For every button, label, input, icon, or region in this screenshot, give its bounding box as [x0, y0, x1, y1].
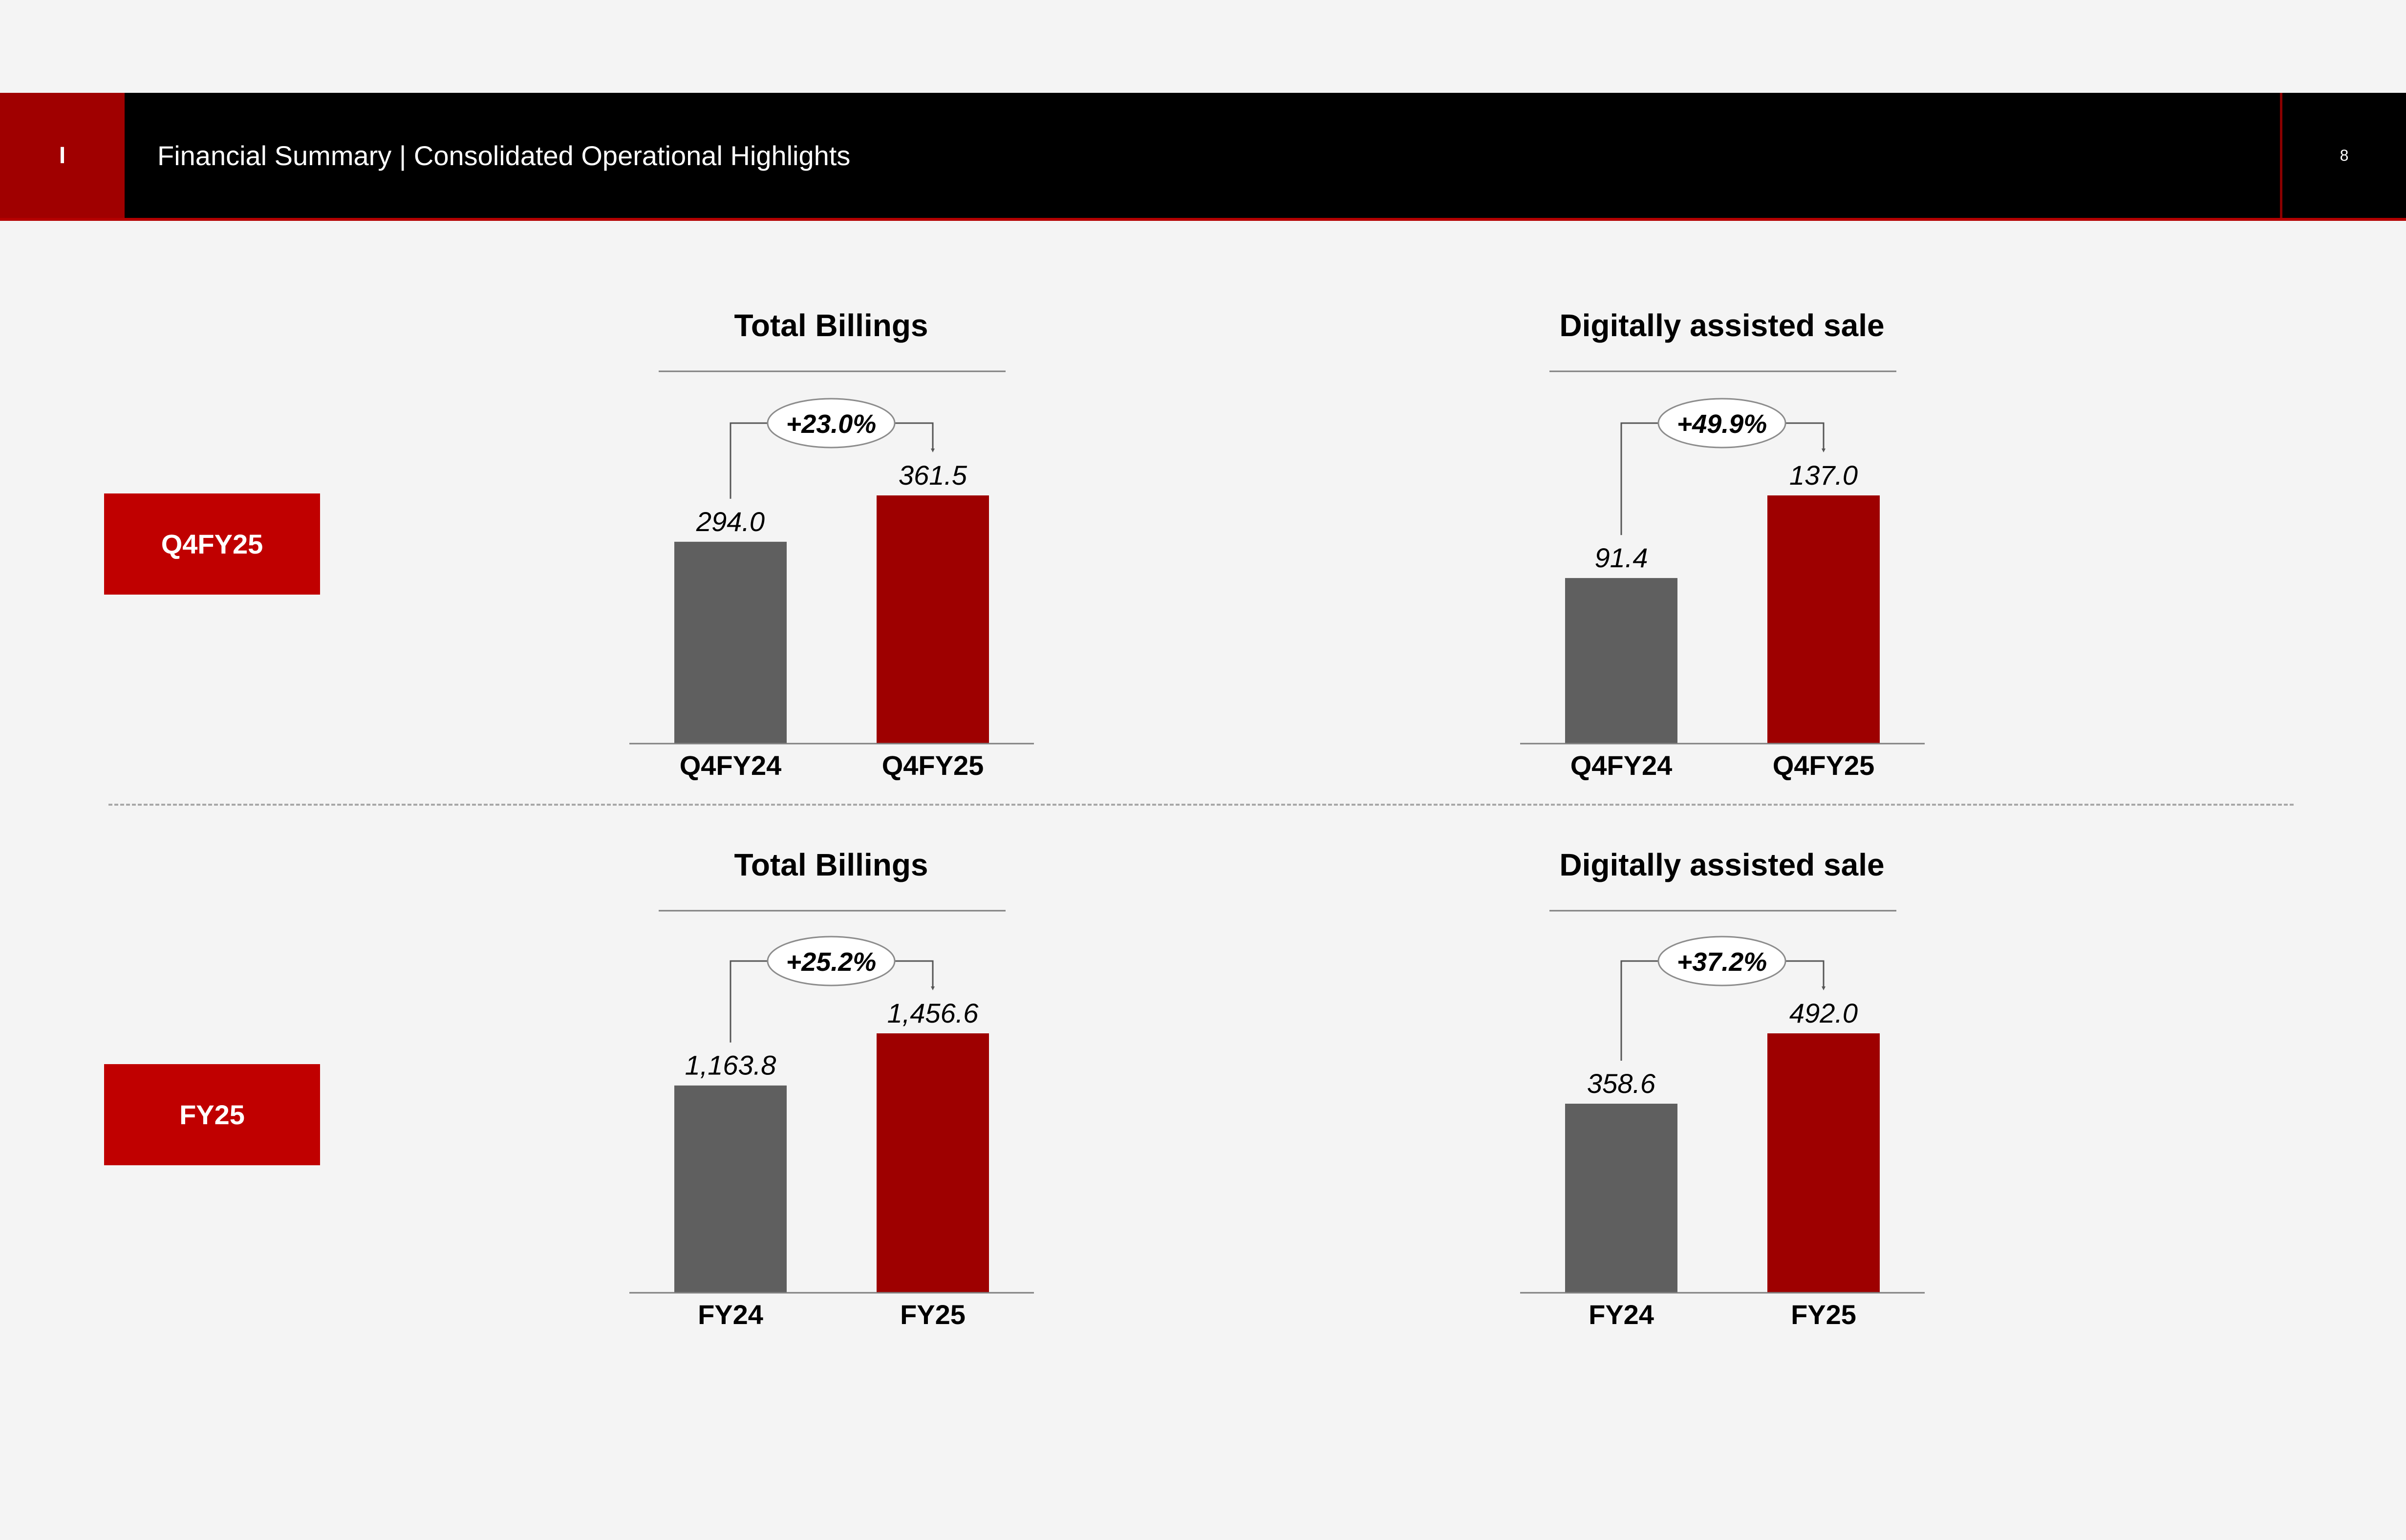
value-label-current: 1,456.6 — [887, 998, 979, 1028]
section-marker: I — [0, 93, 125, 218]
bar-current — [877, 495, 989, 744]
growth-connector-left — [730, 960, 768, 1043]
growth-connector-left — [730, 422, 768, 499]
value-label-current: 137.0 — [1789, 460, 1858, 491]
page-title: Financial Summary | Consolidated Operati… — [157, 140, 851, 171]
category-label-current: FY25 — [1791, 1299, 1856, 1330]
category-label-prior: FY24 — [1589, 1299, 1654, 1330]
bar-current — [877, 1033, 989, 1293]
growth-connector-right — [1785, 960, 1826, 990]
bar-prior — [674, 1085, 787, 1293]
bar-prior — [674, 541, 787, 744]
chart-title: Total Billings — [734, 308, 928, 343]
bar-prior — [1565, 1103, 1677, 1293]
growth-connector-left — [1620, 960, 1658, 1061]
chart-title: Total Billings — [734, 847, 928, 882]
row-divider — [108, 804, 2294, 806]
bar-current — [1767, 1033, 1880, 1293]
value-label-prior: 91.4 — [1595, 542, 1648, 573]
chart-title: Digitally assisted sale — [1559, 308, 1884, 343]
category-label-current: Q4FY25 — [1773, 750, 1875, 781]
bar-current — [1767, 495, 1880, 744]
category-label-prior: FY24 — [698, 1299, 763, 1330]
growth-oval — [1657, 398, 1786, 449]
period-label-year: FY25 — [104, 1064, 320, 1165]
chart-title: Digitally assisted sale — [1559, 847, 1884, 882]
growth-label: +25.2% — [786, 947, 877, 977]
growth-connector-right — [895, 960, 935, 990]
growth-oval — [1657, 936, 1786, 986]
value-label-current: 361.5 — [899, 460, 967, 491]
growth-label: +23.0% — [786, 409, 877, 439]
category-label-current: Q4FY25 — [882, 750, 984, 781]
value-label-prior: 294.0 — [696, 506, 765, 537]
header-divider — [2280, 93, 2282, 218]
value-label-prior: 358.6 — [1587, 1068, 1656, 1099]
category-label-prior: Q4FY24 — [1570, 750, 1673, 781]
growth-oval — [767, 936, 896, 986]
value-label-current: 492.0 — [1789, 998, 1858, 1028]
category-label-current: FY25 — [900, 1299, 966, 1330]
growth-label: +49.9% — [1677, 409, 1767, 439]
period-label-quarter: Q4FY25 — [104, 493, 320, 595]
growth-oval — [767, 398, 896, 449]
value-label-prior: 1,163.8 — [685, 1050, 776, 1081]
growth-connector-right — [1785, 422, 1826, 452]
page-number: 8 — [2340, 146, 2349, 164]
header-bar: I Financial Summary | Consolidated Opera… — [0, 93, 2406, 221]
growth-label: +37.2% — [1677, 947, 1767, 977]
growth-connector-left — [1620, 422, 1658, 535]
category-label-prior: Q4FY24 — [680, 750, 782, 781]
growth-connector-right — [895, 422, 935, 452]
bar-prior — [1565, 578, 1677, 744]
